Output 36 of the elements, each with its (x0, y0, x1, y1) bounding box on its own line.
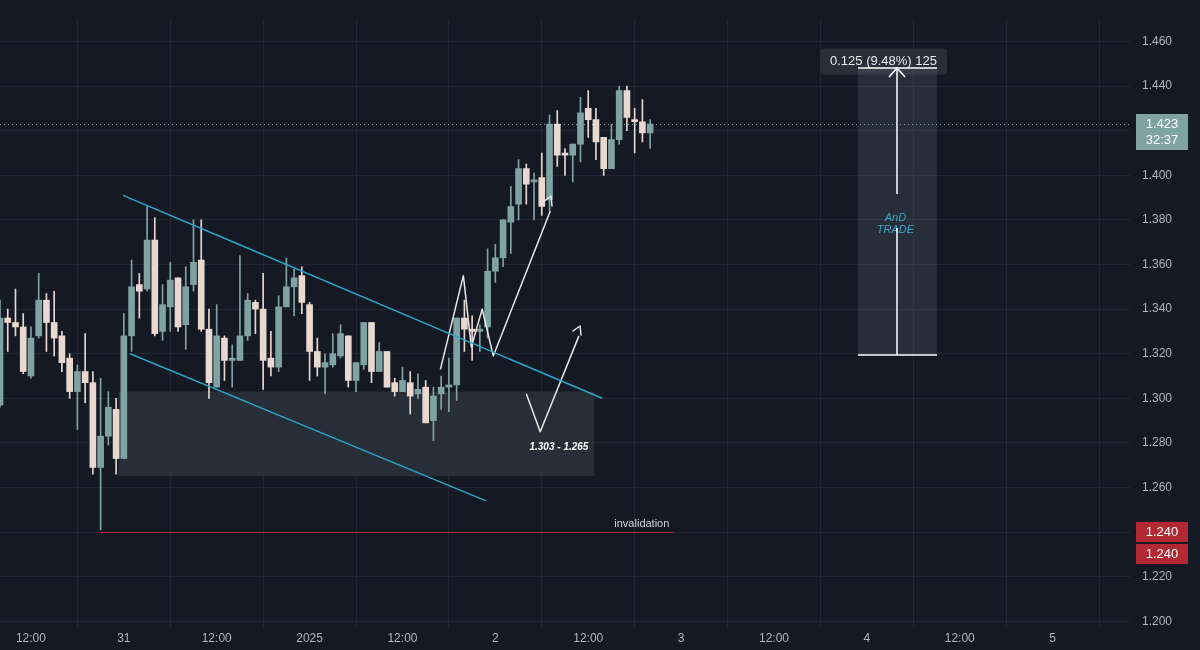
y-tick-label: 1.220 (1142, 569, 1173, 584)
annotation: AnD TRADE (876, 211, 915, 236)
ref-line-label: invalidation (614, 517, 670, 530)
text: 1.240 (1145, 545, 1179, 561)
text: 1.240 (1145, 523, 1179, 539)
x-tick-label: 31 (117, 630, 131, 645)
x-tick-label: 5 (1049, 630, 1057, 645)
x-tick-label: 4 (863, 630, 871, 645)
x-tick-label: 2 (492, 630, 499, 645)
candlestick (476, 324, 484, 352)
y-tick-label: 1.280 (1142, 435, 1173, 450)
y-tick-label: 1.260 (1142, 479, 1173, 494)
y-tick-label: 1.440 (1142, 78, 1173, 93)
x-tick-label: 12:00 (387, 630, 418, 645)
x-tick-label: 12:00 (573, 630, 604, 645)
candlestick (81, 333, 89, 404)
x-tick-label: 12:00 (758, 630, 790, 645)
y-tick-label: 1.320 (1142, 346, 1173, 361)
x-tick-label: 12:00 (201, 630, 233, 645)
y-tick-label: 1.200 (1142, 613, 1173, 628)
band-label: 1.303 - 1.265 (529, 441, 589, 453)
x-tick-label: 3 (677, 630, 685, 645)
y-tick-label: 1.360 (1142, 256, 1173, 271)
text: 1.423 (1145, 115, 1179, 131)
candlestick (530, 172, 538, 221)
annotation: 0.125 (9.48%) 125 (830, 53, 937, 69)
x-tick-label: 2025 (296, 630, 324, 645)
y-tick-label: 1.460 (1142, 33, 1173, 48)
text: 32:37 (1145, 131, 1179, 147)
candlestick (135, 273, 143, 319)
y-tick-label: 1.300 (1142, 390, 1173, 405)
y-tick-label: 1.340 (1142, 301, 1173, 316)
y-tick-label: 1.380 (1142, 212, 1173, 227)
y-tick-label: 1.400 (1142, 167, 1173, 182)
x-tick-label: 12:00 (944, 630, 976, 645)
x-tick-label: 12:00 (15, 630, 47, 645)
